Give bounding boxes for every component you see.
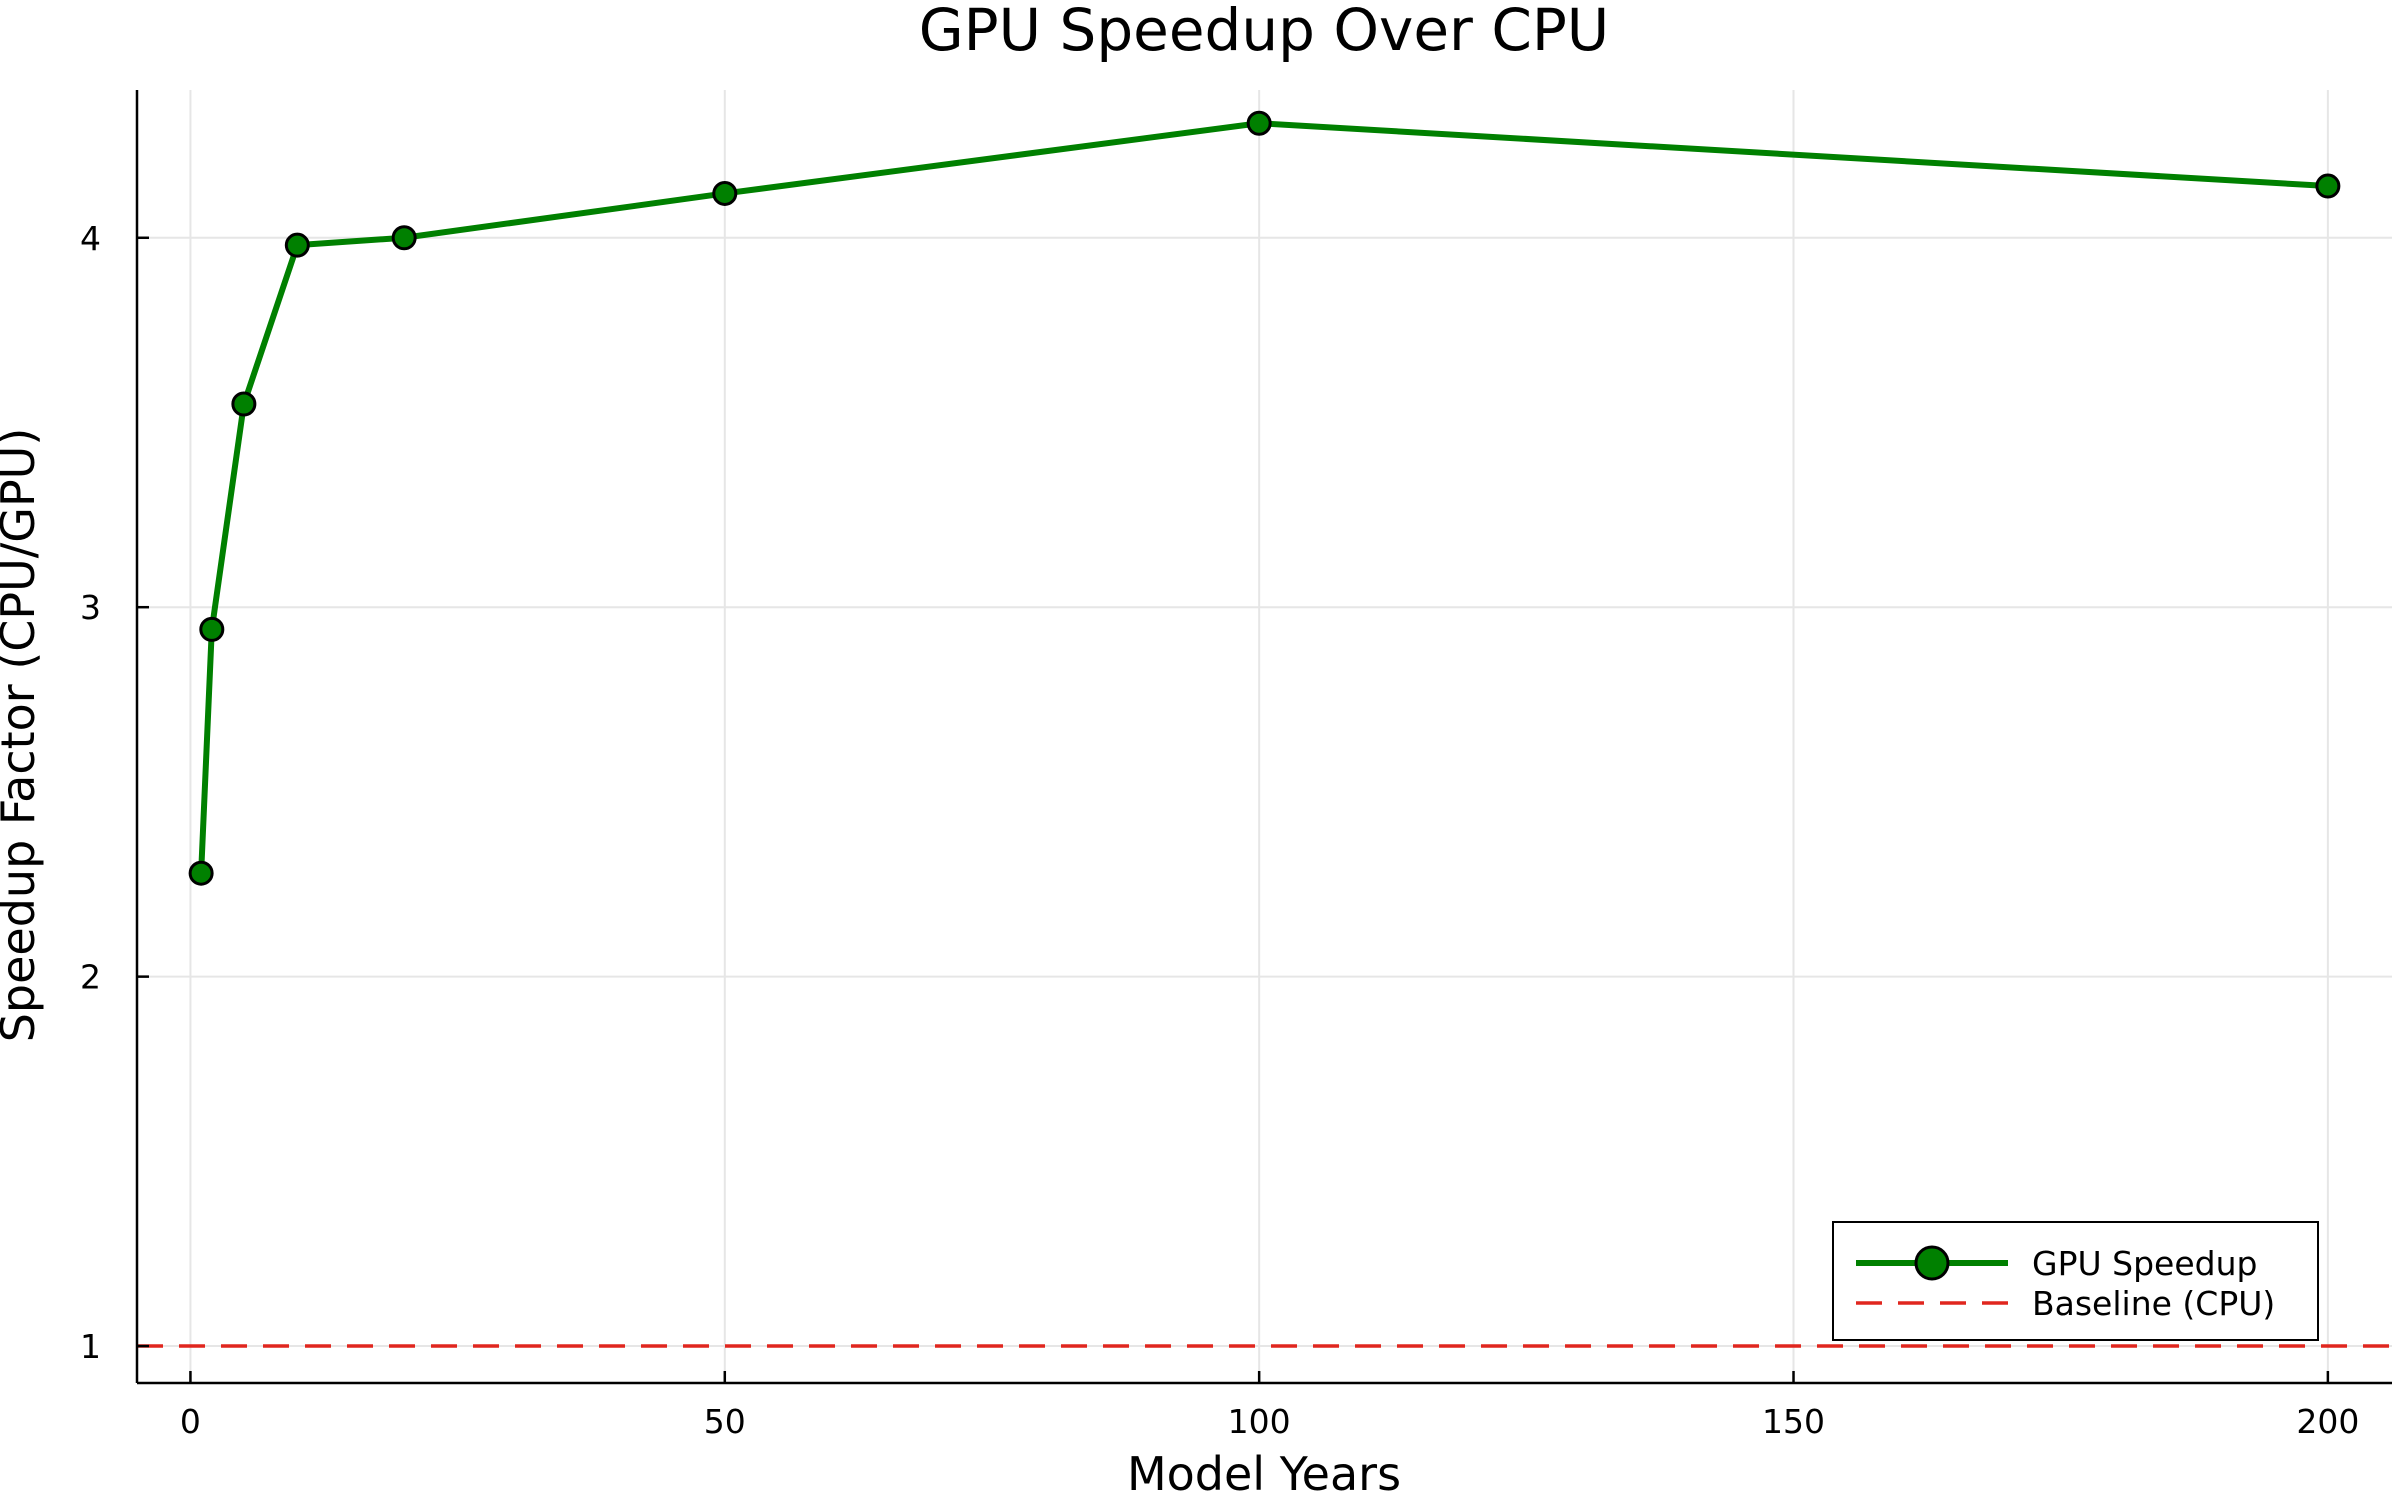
x-tick-label-0: 0 bbox=[180, 1402, 201, 1441]
y-axis-label: Speedup Factor (CPU/GPU) bbox=[0, 428, 45, 1043]
tick-labels: 0 50 100 150 200 1 2 3 4 bbox=[80, 219, 2359, 1441]
gpu-speedup-point-5 bbox=[712, 180, 738, 206]
legend-box bbox=[1832, 1221, 2319, 1341]
x-axis-label: Model Years bbox=[1127, 1447, 1401, 1500]
series-layer bbox=[188, 110, 2341, 886]
chart-title: GPU Speedup Over CPU bbox=[919, 0, 1610, 64]
x-tick-label-1: 50 bbox=[704, 1402, 746, 1441]
x-tick-label-3: 150 bbox=[1762, 1402, 1825, 1441]
gpu-speedup-point-3 bbox=[284, 232, 310, 258]
gpu-speedup-point-0 bbox=[188, 860, 214, 886]
gpu-speedup-line bbox=[198, 120, 2329, 874]
y-tick-label-3: 4 bbox=[80, 219, 101, 258]
gpu-speedup-point-7 bbox=[2315, 173, 2341, 199]
legend: GPU Speedup Baseline (CPU) bbox=[1832, 1221, 2319, 1341]
gpu-speedup-point-2 bbox=[231, 391, 257, 417]
y-tick-label-1: 2 bbox=[80, 958, 101, 997]
legend-gpu-label: GPU Speedup bbox=[2032, 1244, 2257, 1283]
axes bbox=[135, 90, 2392, 1385]
y-tick-label-0: 1 bbox=[80, 1327, 101, 1366]
grid bbox=[137, 90, 2392, 1383]
gpu-speedup-point-6 bbox=[1246, 110, 1272, 136]
legend-baseline-label: Baseline (CPU) bbox=[2032, 1284, 2275, 1323]
y-tick-label-2: 3 bbox=[80, 588, 101, 627]
x-tick-label-4: 200 bbox=[2296, 1402, 2359, 1441]
gpu-speedup-point-1 bbox=[199, 616, 225, 642]
x-tick-label-2: 100 bbox=[1228, 1402, 1291, 1441]
gpu-speedup-point-4 bbox=[391, 225, 417, 251]
legend-gpu-marker bbox=[1914, 1245, 1950, 1281]
